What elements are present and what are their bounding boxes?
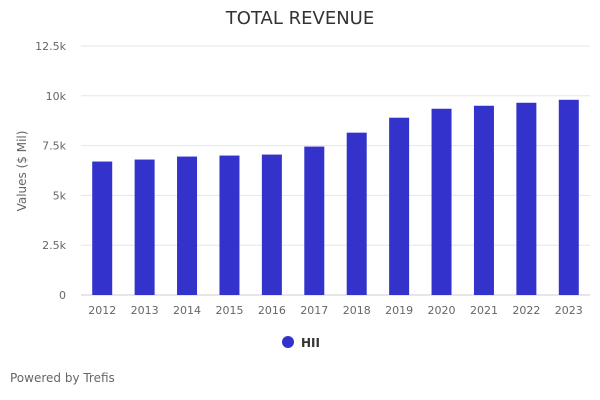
y-tick-label: 12.5k — [35, 40, 66, 53]
credit-text[interactable]: Powered by Trefis — [10, 371, 115, 385]
x-tick-label: 2015 — [215, 304, 243, 317]
x-tick-label: 2014 — [173, 304, 201, 317]
bar-2013[interactable] — [134, 159, 155, 295]
bar-2022[interactable] — [516, 102, 537, 295]
bar-2023[interactable] — [558, 99, 579, 295]
y-tick-label: 7.5k — [42, 140, 66, 153]
x-tick-label: 2017 — [300, 304, 328, 317]
bar-2019[interactable] — [389, 117, 410, 295]
bar-2016[interactable] — [261, 154, 282, 295]
bar-2018[interactable] — [346, 132, 367, 295]
y-tick-label: 0 — [59, 289, 66, 302]
x-axis-ticks: 2012 2013 2014 2015 2016 2017 2018 2019 2020 2021… — [88, 304, 583, 317]
legend-marker — [282, 336, 294, 348]
x-tick-label: 2022 — [512, 304, 540, 317]
legend-label: HII — [301, 336, 320, 350]
y-axis-ticks: 0 2.5k 5k 7.5k 10k 12.5k — [35, 40, 66, 302]
x-tick-label: 2016 — [258, 304, 286, 317]
bar-2017[interactable] — [304, 146, 325, 295]
x-tick-label: 2018 — [343, 304, 371, 317]
x-tick-label: 2012 — [88, 304, 116, 317]
x-tick-label: 2013 — [131, 304, 159, 317]
legend[interactable]: HII — [282, 336, 320, 350]
bar-2012[interactable] — [92, 161, 113, 295]
gridlines — [81, 45, 590, 296]
chart-title: TOTAL REVENUE — [225, 8, 374, 29]
x-tick-label: 2021 — [470, 304, 498, 317]
x-tick-label: 2019 — [385, 304, 413, 317]
bar-2021[interactable] — [473, 105, 494, 295]
y-tick-label: 5k — [53, 189, 67, 202]
x-tick-label: 2020 — [428, 304, 456, 317]
bar-2014[interactable] — [177, 156, 198, 295]
bar-2020[interactable] — [431, 108, 452, 295]
bars — [92, 99, 579, 295]
y-tick-label: 2.5k — [42, 239, 66, 252]
x-tick-label: 2023 — [555, 304, 583, 317]
y-axis-label: Values ($ Mil) — [15, 131, 29, 212]
bar-2015[interactable] — [219, 155, 240, 295]
y-tick-label: 10k — [46, 90, 67, 103]
